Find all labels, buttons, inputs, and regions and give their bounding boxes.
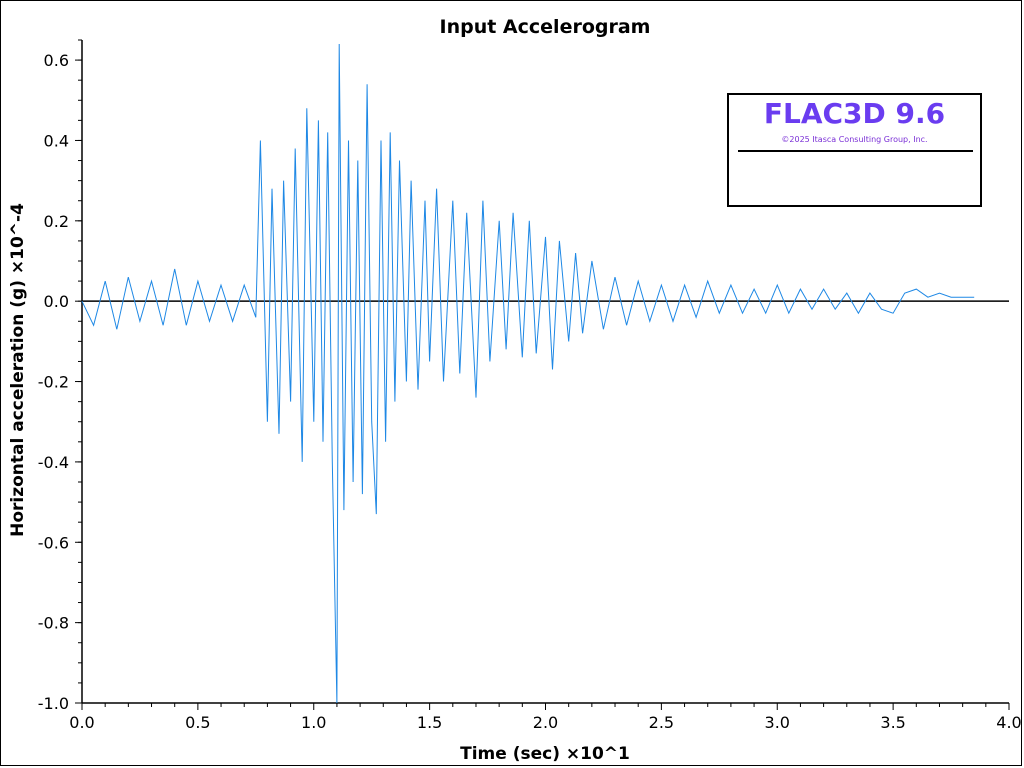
- y-tick-label: 0.0: [44, 292, 69, 311]
- x-tick-label: 0.0: [69, 713, 94, 732]
- y-tick-label: -1.0: [38, 694, 69, 713]
- y-tick-label: 0.4: [44, 131, 69, 150]
- x-tick-label: 0.5: [185, 713, 210, 732]
- y-tick-label: -0.8: [38, 614, 69, 633]
- x-tick-label: 1.5: [417, 713, 442, 732]
- axes: 0.0 0.5 1.0 1.5 2.0 2.5 3.0 3.5 4.00.60.40.20.0-…: [38, 39, 1022, 732]
- y-tick-label: 0.6: [44, 51, 69, 70]
- y-tick-label: -0.2: [38, 373, 69, 392]
- x-tick-label: 2.5: [649, 713, 674, 732]
- y-tick-label: -0.6: [38, 533, 69, 552]
- y-tick-label: 0.2: [44, 212, 69, 231]
- x-tick-label: 1.0: [301, 713, 326, 732]
- series-line: [81, 43, 975, 704]
- logo-box: FLAC3D 9.6 ©2025 Itasca Consulting Group…: [727, 93, 982, 207]
- series-layer: [81, 43, 975, 704]
- x-tick-label: 3.5: [880, 713, 905, 732]
- x-tick-label: 2.0: [533, 713, 558, 732]
- y-tick-label: -0.4: [38, 453, 69, 472]
- logo-copyright: ©2025 Itasca Consulting Group, Inc.: [781, 135, 928, 144]
- x-tick-label: 3.0: [765, 713, 790, 732]
- logo-title: FLAC3D 9.6: [763, 97, 946, 130]
- x-tick-label: 4.0: [996, 713, 1021, 732]
- x-axis-label: Time (sec) ×10^1: [460, 744, 630, 764]
- chart-title: Input Accelerogram: [440, 16, 651, 38]
- y-axis-label: Horizontal acceleration (g) ×10^-4: [8, 203, 28, 537]
- logo-divider: [738, 150, 973, 152]
